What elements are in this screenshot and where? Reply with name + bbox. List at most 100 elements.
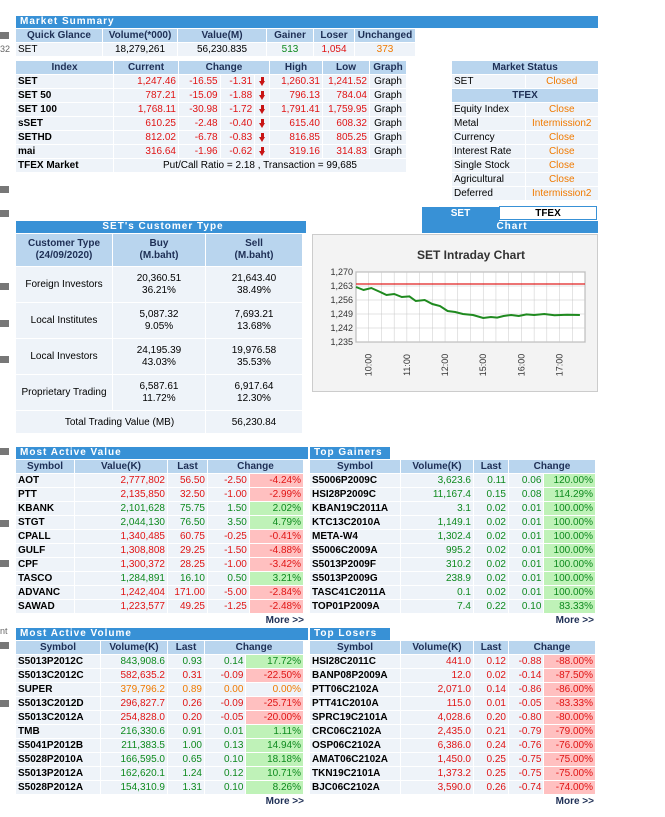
stock-change: -0.09 (205, 697, 246, 710)
col-change: Change (509, 641, 595, 654)
stock-symbol[interactable]: PTT06C2102A (310, 683, 400, 696)
stock-symbol[interactable]: OSP06C2102A (310, 739, 400, 752)
more-link[interactable]: More >> (555, 796, 594, 807)
market-summary-panel: Market Summary Quick Glance Volume(*000)… (16, 16, 598, 57)
index-current: 316.64 (114, 145, 178, 158)
index-name[interactable]: SET 100 (16, 103, 113, 116)
down-arrow-icon (255, 89, 269, 102)
buy-pct: 43.03% (142, 356, 176, 368)
stock-symbol[interactable]: S5006P2009C (310, 474, 400, 487)
more-link[interactable]: More >> (555, 615, 594, 626)
graph-link[interactable]: Graph (370, 145, 406, 158)
stock-volume: 1,149.1 (401, 516, 473, 529)
col-value: Value(M) (178, 29, 266, 42)
stock-symbol[interactable]: TASCO (16, 572, 74, 585)
stock-symbol[interactable]: META-W4 (310, 530, 400, 543)
stock-symbol[interactable]: S5013C2012A (16, 711, 100, 724)
stock-symbol[interactable]: S5013C2012D (16, 697, 100, 710)
table-row: BJC06C2102A 3,590.0 0.26 -0.74 -74.00% (310, 781, 595, 794)
stock-symbol[interactable]: BJC06C2102A (310, 781, 400, 794)
stock-change: -2.50 (208, 474, 249, 487)
index-change: -30.98 (179, 103, 220, 116)
stock-change: -0.80 (509, 711, 544, 724)
stock-symbol[interactable]: GULF (16, 544, 74, 557)
customer-row: Local Investors 24,195.39 43.03% 19,976.58 3… (16, 339, 302, 374)
sell-pct: 35.53% (237, 356, 271, 368)
stock-change-pct: 4.79% (249, 516, 303, 529)
stock-symbol[interactable]: S5013P2012A (16, 767, 100, 780)
stock-change: 0.01 (509, 530, 544, 543)
stock-symbol[interactable]: S5041P2012B (16, 739, 100, 752)
index-name[interactable]: sSET (16, 117, 113, 130)
stock-symbol[interactable]: TKN19C2101A (310, 767, 400, 780)
buy-pct: 11.72% (142, 392, 176, 404)
stock-symbol[interactable]: HSI28C2011C (310, 655, 400, 668)
stock-symbol[interactable]: SPRC19C2101A (310, 711, 400, 724)
col-volume: Volume(K) (401, 460, 473, 473)
set-intraday-chart[interactable]: 1,270 1,263 1,256 1,249 1,242 1,235 10:00 11:00… (312, 234, 598, 392)
stock-symbol[interactable]: HSI28P2009C (310, 488, 400, 501)
col-change: Change (509, 460, 595, 473)
stock-symbol[interactable]: S5028P2012A (16, 781, 100, 794)
edge-marker (0, 448, 9, 455)
index-name[interactable]: SET (16, 75, 113, 88)
status-market-value: Close (525, 159, 598, 172)
index-name[interactable]: SETHD (16, 131, 113, 144)
stock-symbol[interactable]: AOT (16, 474, 74, 487)
stock-symbol[interactable]: TMB (16, 725, 100, 738)
more-link[interactable]: More >> (265, 615, 304, 626)
graph-link[interactable]: Graph (370, 131, 406, 144)
stock-change: -0.86 (509, 683, 544, 696)
stock-change: 0.10 (205, 753, 246, 766)
stock-last: 0.26 (474, 781, 508, 794)
stock-symbol[interactable]: S5013P2012C (16, 655, 100, 668)
stock-symbol[interactable]: SUPER (16, 683, 100, 696)
stock-change-pct: 0.00% (246, 683, 303, 696)
stock-last: 0.02 (474, 558, 508, 571)
stock-symbol[interactable]: S5006C2009A (310, 544, 400, 557)
customer-type-name: Local Institutes (16, 303, 112, 338)
stock-symbol[interactable]: S5013C2012C (16, 669, 100, 682)
graph-link[interactable]: Graph (370, 75, 406, 88)
index-name[interactable]: mai (16, 145, 113, 158)
table-row: S5028P2012A 154,310.9 1.31 0.10 8.26% (16, 781, 303, 794)
stock-symbol[interactable]: BANP08P2009A (310, 669, 400, 682)
index-row: SETHD 812.02 -6.78 -0.83 816.85 805.25 Graph (16, 131, 406, 144)
edge-marker (0, 320, 9, 327)
stock-symbol[interactable]: ADVANC (16, 586, 74, 599)
stock-symbol[interactable]: TASC41C2011A (310, 586, 400, 599)
stock-change: -0.09 (205, 669, 246, 682)
col-change: Change (205, 641, 303, 654)
index-row: SET 50 787.21 -15.09 -1.88 796.13 784.04 Graph (16, 89, 406, 102)
stock-change: -0.05 (205, 711, 246, 724)
col-volume: Volume(*000) (103, 29, 177, 42)
stock-symbol[interactable]: KBANK (16, 502, 74, 515)
index-name[interactable]: SET 50 (16, 89, 113, 102)
stock-symbol[interactable]: S5013P2009G (310, 572, 400, 585)
table-row: KBAN19C2011A 3.1 0.02 0.01 100.00% (310, 502, 595, 515)
market-summary-title: Market Summary (16, 16, 598, 28)
edge-label: nt (0, 626, 8, 636)
graph-link[interactable]: Graph (370, 103, 406, 116)
stock-symbol[interactable]: CPALL (16, 530, 74, 543)
stock-symbol[interactable]: PTT (16, 488, 74, 501)
graph-link[interactable]: Graph (370, 117, 406, 130)
stock-symbol[interactable]: PTT41C2010A (310, 697, 400, 710)
stock-volume: 115.0 (401, 697, 473, 710)
tab-tfex[interactable]: TFEX (499, 206, 597, 220)
customer-buy: 24,195.39 43.03% (113, 339, 205, 374)
stock-symbol[interactable]: CRC06C2102A (310, 725, 400, 738)
stock-symbol[interactable]: AMAT06C2102A (310, 753, 400, 766)
stock-symbol[interactable]: CPF (16, 558, 74, 571)
tab-set[interactable]: SET (422, 207, 499, 221)
graph-link[interactable]: Graph (370, 89, 406, 102)
stock-last: 29.25 (168, 544, 207, 557)
stock-symbol[interactable]: SAWAD (16, 600, 74, 613)
stock-symbol[interactable]: STGT (16, 516, 74, 529)
stock-symbol[interactable]: TOP01P2009A (310, 600, 400, 613)
stock-symbol[interactable]: KBAN19C2011A (310, 502, 400, 515)
stock-symbol[interactable]: S5013P2009F (310, 558, 400, 571)
stock-symbol[interactable]: KTC13C2010A (310, 516, 400, 529)
stock-symbol[interactable]: S5028P2010A (16, 753, 100, 766)
more-link[interactable]: More >> (265, 796, 304, 807)
